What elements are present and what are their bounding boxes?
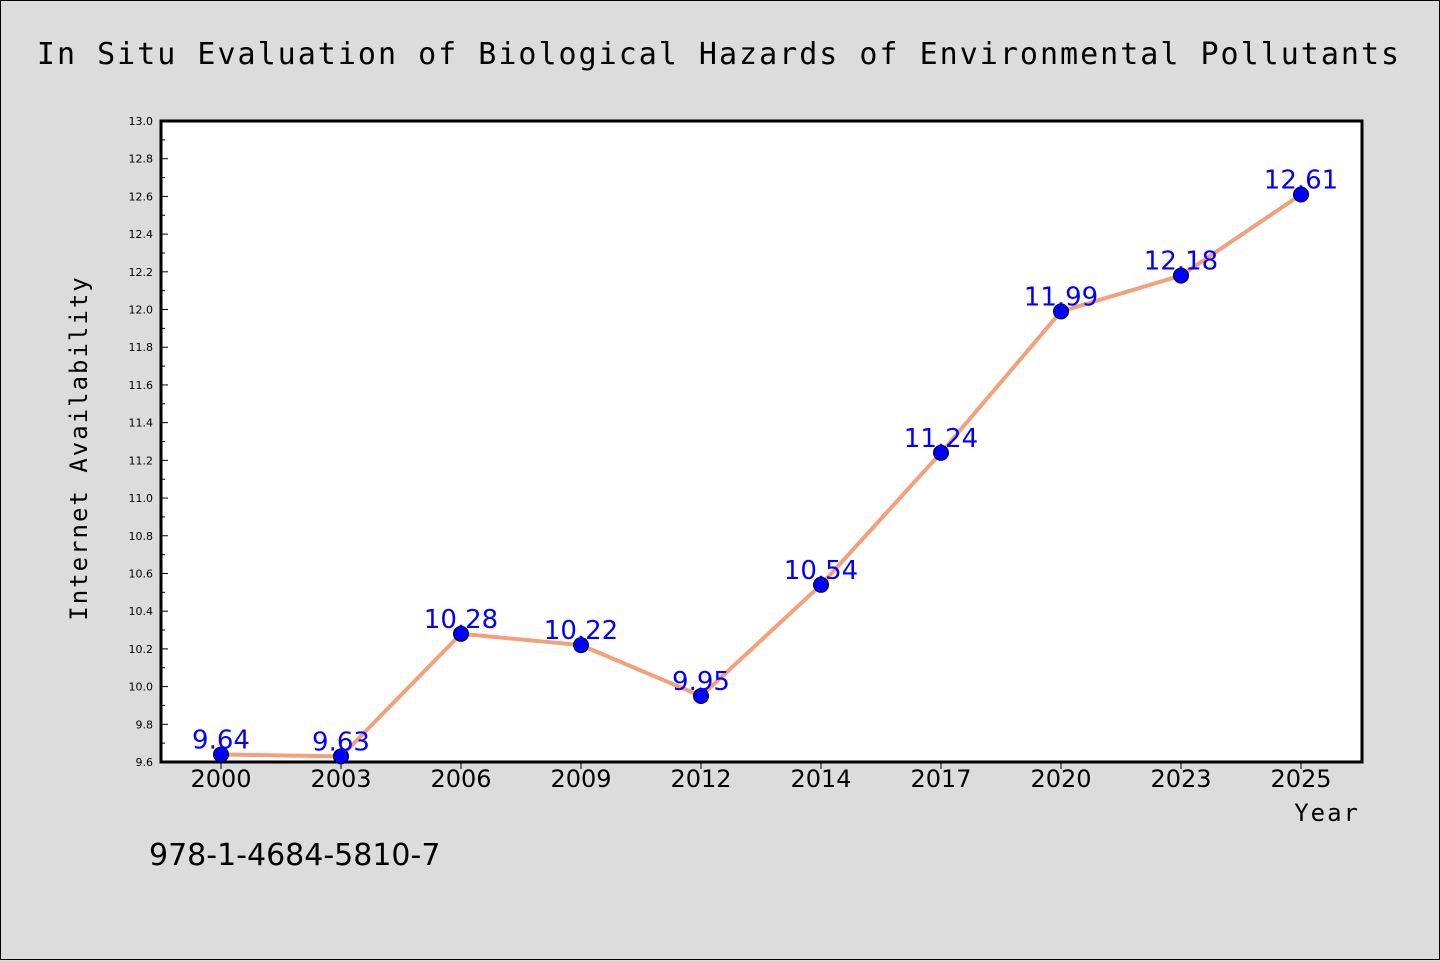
data-point (933, 444, 949, 461)
data-point (813, 576, 829, 593)
data-label: 11.99 (1024, 282, 1098, 312)
isbn-text: 978-1-4684-5810-7 (149, 838, 440, 873)
data-point (1293, 186, 1309, 203)
y-tick-label: 10.0 (129, 681, 154, 694)
y-tick-label: 9.8 (136, 718, 154, 731)
data-label: 10.28 (424, 605, 498, 635)
y-tick-label: 12.2 (129, 266, 154, 279)
y-tick-label: 11.6 (129, 379, 154, 392)
y-tick-label: 10.4 (129, 605, 154, 618)
data-point (1173, 267, 1189, 284)
x-tick-label: 2025 (1270, 765, 1331, 793)
y-tick-label: 10.6 (129, 567, 154, 580)
y-tick-label: 10.8 (129, 530, 154, 543)
x-tick-label: 2020 (1030, 765, 1091, 793)
x-tick-label: 2009 (550, 765, 611, 793)
x-tick-label: 2000 (190, 765, 251, 793)
data-label: 10.54 (784, 556, 858, 586)
x-tick-label: 2014 (790, 765, 851, 793)
data-point (573, 637, 589, 654)
data-point (1053, 303, 1069, 320)
y-tick-label: 11.0 (129, 492, 154, 505)
data-point (333, 748, 349, 765)
y-tick-label: 12.0 (129, 304, 154, 317)
data-label: 9.95 (672, 667, 730, 697)
y-tick-label: 12.4 (129, 228, 154, 241)
y-tick-label: 10.2 (129, 643, 154, 656)
data-label: 11.24 (904, 424, 978, 454)
data-label: 12.61 (1264, 166, 1338, 196)
data-label: 9.64 (192, 725, 250, 755)
data-label: 9.63 (312, 727, 370, 757)
data-point (453, 625, 469, 642)
chart-title: In Situ Evaluation of Biological Hazards… (37, 37, 1401, 72)
series-group: 9.64 9.63 10.28 10.22 9.95 10.54 11.24 11.99 12.… (192, 166, 1338, 765)
x-tick-label: 2012 (670, 765, 731, 793)
x-axis: 2000 2003 2006 2009 2012 2014 2017 2020 2023 2025 (190, 762, 1332, 793)
data-label: 10.22 (544, 616, 618, 646)
series-line (219, 192, 1303, 759)
y-tick-label: 11.4 (129, 417, 154, 430)
y-tick-label: 12.8 (129, 153, 154, 166)
x-tick-label: 2023 (1150, 765, 1211, 793)
y-tick-label: 9.6 (136, 756, 154, 769)
y-axis-label: Internet Availability (65, 275, 93, 620)
y-tick-label: 11.8 (129, 341, 154, 354)
data-point (213, 746, 229, 763)
data-label: 12.18 (1144, 247, 1218, 277)
y-tick-label: 12.6 (129, 190, 154, 203)
x-tick-label: 2003 (310, 765, 371, 793)
x-tick-label: 2017 (910, 765, 971, 793)
data-point (693, 688, 709, 705)
plot-area (159, 119, 1364, 764)
y-axis: 9.6 9.8 10.0 10.2 10.4 10.6 10.8 11.0 11.2 11.4 11… (129, 115, 168, 769)
y-tick-label: 11.2 (129, 454, 154, 467)
x-tick-label: 2006 (430, 765, 491, 793)
y-tick-label: 13.0 (129, 115, 154, 128)
x-axis-label: Year (1294, 799, 1360, 827)
